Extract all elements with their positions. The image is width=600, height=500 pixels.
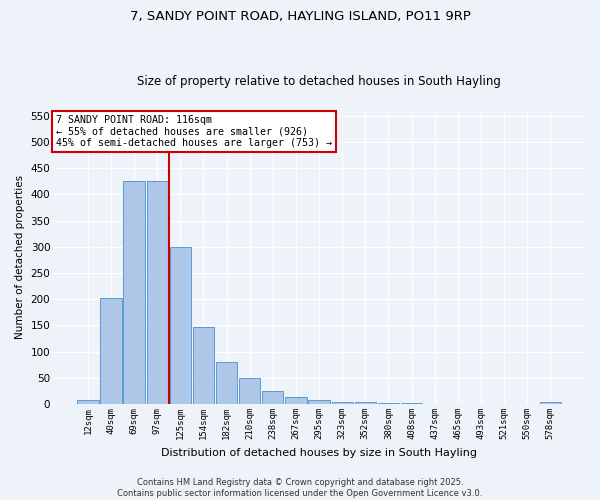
Bar: [100, 298, 122, 404]
Bar: [308, 400, 329, 404]
Bar: [285, 398, 307, 404]
Bar: [539, 402, 561, 404]
Bar: [77, 400, 98, 404]
Bar: [401, 403, 422, 404]
Bar: [262, 391, 283, 404]
Text: Contains HM Land Registry data © Crown copyright and database right 2025.
Contai: Contains HM Land Registry data © Crown c…: [118, 478, 482, 498]
Bar: [378, 402, 399, 404]
Bar: [124, 182, 145, 404]
Bar: [216, 362, 237, 404]
Bar: [355, 402, 376, 404]
Bar: [332, 402, 353, 404]
Bar: [170, 247, 191, 404]
Text: 7, SANDY POINT ROAD, HAYLING ISLAND, PO11 9RP: 7, SANDY POINT ROAD, HAYLING ISLAND, PO1…: [130, 10, 470, 23]
Text: 7 SANDY POINT ROAD: 116sqm
← 55% of detached houses are smaller (926)
45% of sem: 7 SANDY POINT ROAD: 116sqm ← 55% of deta…: [56, 115, 332, 148]
Bar: [239, 378, 260, 404]
X-axis label: Distribution of detached houses by size in South Hayling: Distribution of detached houses by size …: [161, 448, 477, 458]
Bar: [146, 182, 168, 404]
Bar: [193, 326, 214, 404]
Title: Size of property relative to detached houses in South Hayling: Size of property relative to detached ho…: [137, 76, 501, 88]
Y-axis label: Number of detached properties: Number of detached properties: [15, 176, 25, 340]
